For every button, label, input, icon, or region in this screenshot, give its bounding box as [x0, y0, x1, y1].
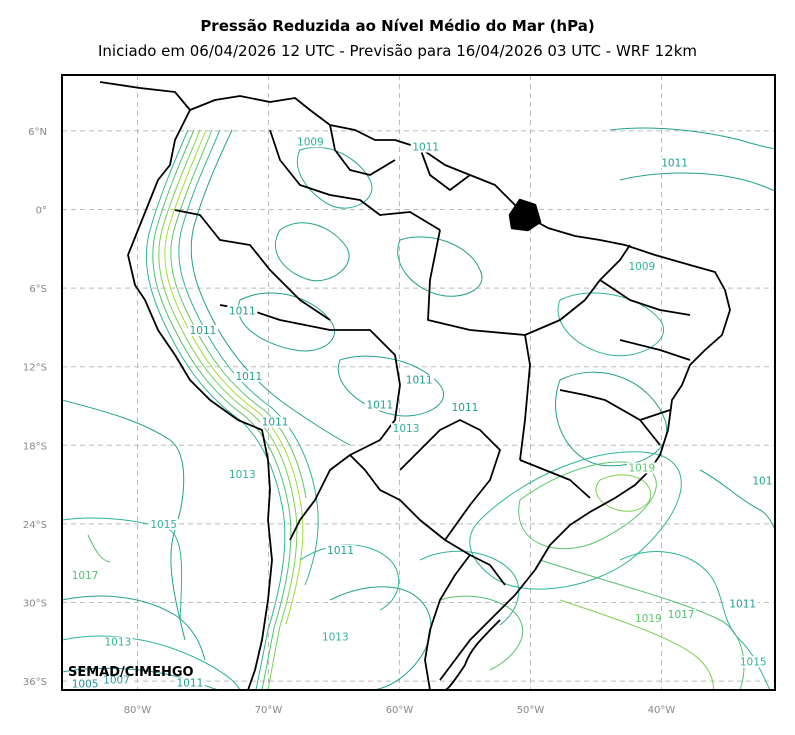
contour-label-bg — [364, 399, 395, 411]
lat-tick-label: 30°S — [23, 599, 47, 610]
contour-label-bg — [295, 136, 326, 148]
isobar-contours — [62, 127, 775, 690]
contour-label-bg — [633, 613, 664, 625]
map-subtitle: Iniciado em 06/04/2026 12 UTC - Previsão… — [97, 42, 698, 60]
contour-label-bg — [659, 157, 690, 169]
lat-tick-label: 0° — [36, 206, 47, 217]
contour-label: 1013 — [393, 423, 420, 435]
contour-label: 1009 — [297, 136, 324, 148]
contour-label: 1011 — [366, 400, 393, 412]
contour-label-bg — [101, 674, 132, 686]
lon-tick-label: 80°W — [124, 705, 152, 716]
lat-tick-label: 12°S — [23, 363, 47, 374]
lat-tick-label: 18°S — [23, 441, 47, 452]
contour-label: 1017 — [72, 570, 99, 582]
lon-tick-label: 60°W — [386, 705, 414, 716]
contour-label: 101 — [752, 476, 772, 488]
contour-label: 1011 — [452, 402, 479, 414]
contour-label-bg — [70, 569, 101, 581]
contour-label-bg — [102, 636, 133, 648]
contour-label: 1007 — [103, 675, 130, 687]
contour-label: 1015 — [150, 519, 177, 531]
contour-label: 1013 — [322, 631, 349, 643]
contour-label: 1015 — [740, 656, 767, 668]
contour-label-bg — [227, 305, 258, 317]
contour-label-bg — [233, 370, 264, 382]
map-title: Pressão Reduzida ao Nível Médio do Mar (… — [200, 17, 595, 35]
contour-label-bg — [227, 469, 258, 481]
contour-label: 1011 — [177, 677, 204, 689]
contour-label-bg — [747, 475, 775, 487]
credit-text: SEMAD/CIMEHGO — [68, 665, 194, 680]
contour-label-bg — [626, 462, 657, 474]
contour-label-bg — [626, 260, 657, 272]
contour-label-bg — [260, 416, 291, 428]
contour-label: 1005 — [72, 679, 99, 691]
lat-tick-label: 36°S — [23, 677, 47, 688]
contour-label: 1011 — [327, 545, 354, 557]
contour-label: 1011 — [190, 325, 217, 337]
contour-label: 1013 — [229, 469, 256, 481]
lon-tick-label: 70°W — [255, 705, 283, 716]
contour-label-bg — [320, 631, 351, 643]
map-frame — [61, 74, 776, 691]
lat-tick-label: 24°S — [23, 520, 47, 531]
longitude-labels: 80°W 70°W 60°W 50°W 40°W — [124, 705, 676, 716]
contour-label-bg — [188, 324, 218, 336]
contour-label-bg — [70, 678, 101, 690]
contour-label: 1019 — [635, 613, 662, 625]
contour-label-bg — [666, 609, 697, 621]
lat-tick-label: 6°N — [28, 127, 47, 138]
contour-label-bg — [410, 141, 441, 153]
contour-label: 1019 — [628, 463, 655, 475]
contour-label-bg — [404, 374, 435, 386]
contour-label: 1011 — [229, 305, 256, 317]
latitude-labels: 6°N 0° 6°S 12°S 18°S 24°S 30°S 36°S — [23, 127, 47, 688]
contour-label-bg — [391, 423, 422, 435]
contour-label: 1017 — [668, 609, 695, 621]
contour-label-bg — [450, 402, 480, 414]
contour-label-bg — [325, 545, 356, 557]
contour-label: 1011 — [661, 157, 688, 169]
lat-tick-label: 6°S — [29, 284, 47, 295]
contour-label-bg — [148, 518, 179, 530]
contour-label-bg — [738, 656, 769, 668]
contour-label: 1011 — [406, 375, 433, 387]
contour-label: 1011 — [412, 142, 439, 154]
contour-label: 1011 — [729, 599, 756, 611]
contour-label: 1011 — [262, 417, 289, 429]
contour-label: 1013 — [104, 637, 131, 649]
contour-label-bg — [174, 677, 205, 689]
lon-tick-label: 40°W — [648, 705, 676, 716]
contour-label-bg — [727, 598, 758, 610]
contour-label: 1009 — [628, 261, 655, 273]
lon-tick-label: 50°W — [517, 705, 545, 716]
contour-label: 1011 — [235, 371, 262, 383]
